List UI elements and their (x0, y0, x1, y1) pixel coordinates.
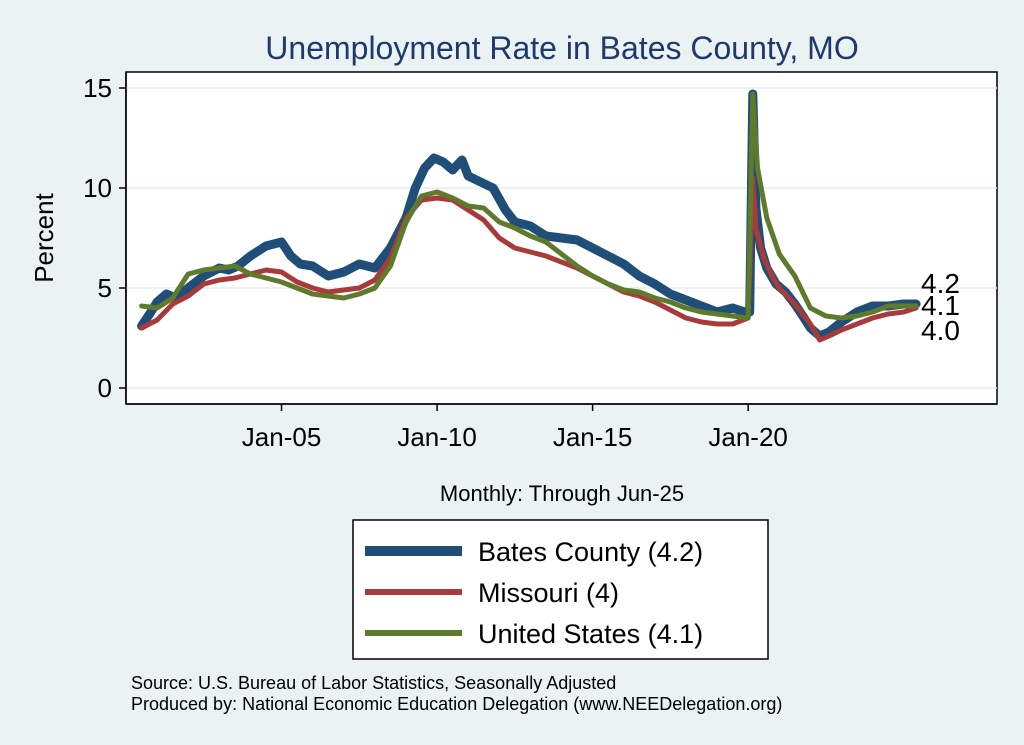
x-tick-layer: Jan-05 Jan-10 Jan-15 Jan-20 (242, 404, 788, 452)
x-tick-label: Jan-10 (397, 422, 477, 452)
series-line-missouri (139, 175, 919, 343)
grid-layer (126, 87, 997, 389)
source-line-1: Source: U.S. Bureau of Labor Statistics,… (131, 673, 616, 693)
x-tick-label: Jan-20 (708, 422, 788, 452)
legend-label-bates: Bates County (4.2) (478, 537, 703, 567)
x-axis-note: Monthly: Through Jun-25 (440, 481, 684, 506)
y-tick-label: 10 (83, 173, 112, 203)
end-label-bates-county: 4.2 (921, 268, 960, 299)
y-axis-label: Percent (29, 192, 59, 282)
legend-label-missouri: Missouri (4) (478, 578, 619, 608)
x-tick-label: Jan-05 (242, 422, 322, 452)
legend-label-united-states: United States (4.1) (478, 619, 703, 649)
end-label-layer: 4.24.14.0 (921, 268, 960, 346)
y-tick-label: 15 (83, 73, 112, 103)
series-line-united-states (139, 91, 919, 321)
end-label-united-states: 4.1 (921, 290, 960, 321)
end-label-missouri: 4.0 (921, 315, 960, 346)
legend: Bates County (4.2) Missouri (4) United S… (352, 519, 769, 660)
y-tick-layer: 0 5 10 15 (83, 73, 126, 403)
chart-title: Unemployment Rate in Bates County, MO (265, 30, 858, 66)
y-tick-label: 5 (98, 273, 112, 303)
source-line-2: Produced by: National Economic Education… (131, 694, 782, 714)
x-tick-label: Jan-15 (553, 422, 633, 452)
series-layer (137, 89, 921, 343)
y-tick-label: 0 (98, 373, 112, 403)
